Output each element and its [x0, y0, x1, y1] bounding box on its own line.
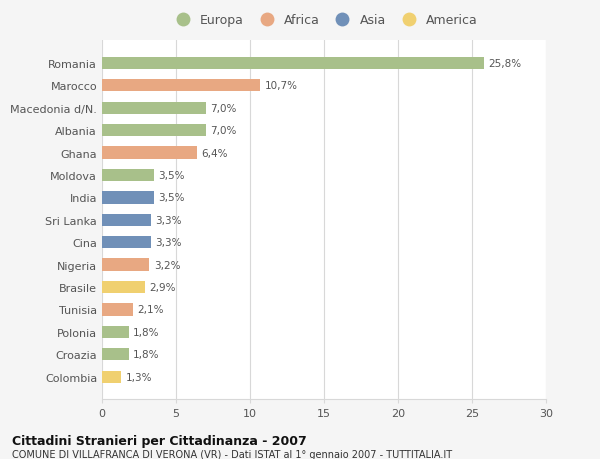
Text: 3,5%: 3,5%	[158, 171, 185, 180]
Bar	[102, 259, 149, 271]
Text: 3,3%: 3,3%	[155, 238, 182, 248]
Text: 7,0%: 7,0%	[210, 126, 236, 136]
Bar	[102, 80, 260, 92]
Text: 2,9%: 2,9%	[149, 282, 176, 292]
Bar	[102, 304, 133, 316]
Bar	[102, 236, 151, 249]
Text: 1,8%: 1,8%	[133, 327, 160, 337]
Bar	[102, 214, 151, 226]
Bar	[102, 147, 197, 159]
Bar	[102, 57, 484, 70]
Bar	[102, 102, 206, 115]
Text: 1,3%: 1,3%	[125, 372, 152, 382]
Text: 10,7%: 10,7%	[265, 81, 298, 91]
Legend: Europa, Africa, Asia, America: Europa, Africa, Asia, America	[167, 12, 481, 30]
Bar	[102, 371, 121, 383]
Bar	[102, 125, 206, 137]
Text: 6,4%: 6,4%	[201, 148, 227, 158]
Text: 3,2%: 3,2%	[154, 260, 181, 270]
Bar	[102, 326, 128, 338]
Bar	[102, 348, 128, 361]
Text: 3,3%: 3,3%	[155, 215, 182, 225]
Text: 25,8%: 25,8%	[488, 59, 521, 69]
Text: Cittadini Stranieri per Cittadinanza - 2007: Cittadini Stranieri per Cittadinanza - 2…	[12, 434, 307, 447]
Bar	[102, 281, 145, 294]
Text: 2,1%: 2,1%	[137, 305, 164, 315]
Text: COMUNE DI VILLAFRANCA DI VERONA (VR) - Dati ISTAT al 1° gennaio 2007 - TUTTITALI: COMUNE DI VILLAFRANCA DI VERONA (VR) - D…	[12, 449, 452, 459]
Text: 3,5%: 3,5%	[158, 193, 185, 203]
Bar	[102, 192, 154, 204]
Text: 1,8%: 1,8%	[133, 350, 160, 359]
Bar	[102, 169, 154, 182]
Text: 7,0%: 7,0%	[210, 103, 236, 113]
